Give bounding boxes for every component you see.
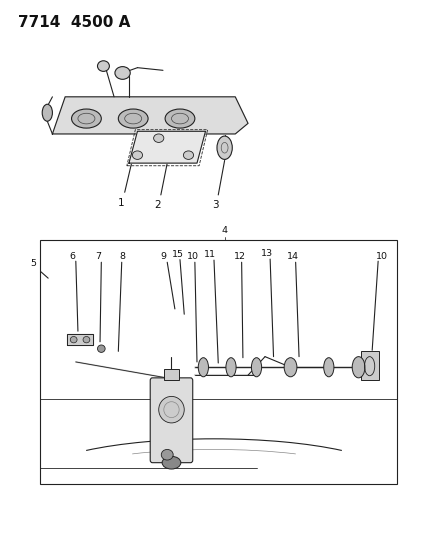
FancyBboxPatch shape: [361, 351, 378, 381]
Text: 1: 1: [118, 198, 125, 207]
Text: 11: 11: [204, 251, 216, 260]
Ellipse shape: [198, 358, 208, 377]
Text: 4: 4: [222, 225, 228, 235]
Text: 6: 6: [70, 253, 76, 262]
Text: 7714  4500 A: 7714 4500 A: [18, 14, 131, 30]
Ellipse shape: [71, 109, 101, 128]
Ellipse shape: [70, 336, 77, 343]
Ellipse shape: [98, 61, 110, 71]
Ellipse shape: [226, 358, 236, 377]
Text: 13: 13: [261, 249, 273, 259]
Ellipse shape: [162, 456, 181, 469]
Text: 14: 14: [287, 253, 299, 262]
Text: 10: 10: [187, 253, 199, 262]
Ellipse shape: [118, 109, 148, 128]
Ellipse shape: [217, 136, 232, 159]
Text: 9: 9: [161, 253, 167, 262]
Ellipse shape: [42, 104, 52, 121]
Polygon shape: [52, 97, 248, 134]
Ellipse shape: [251, 358, 262, 377]
Ellipse shape: [98, 345, 105, 352]
Ellipse shape: [284, 358, 297, 377]
Ellipse shape: [159, 397, 184, 423]
Ellipse shape: [324, 358, 334, 377]
Ellipse shape: [83, 336, 90, 343]
Text: 12: 12: [235, 253, 247, 262]
FancyBboxPatch shape: [164, 369, 179, 381]
Ellipse shape: [352, 357, 365, 378]
Text: 2: 2: [155, 200, 161, 209]
Text: 3: 3: [212, 200, 219, 210]
Ellipse shape: [161, 449, 173, 460]
Polygon shape: [67, 334, 93, 345]
Polygon shape: [129, 131, 205, 163]
Ellipse shape: [183, 151, 193, 159]
Ellipse shape: [165, 109, 195, 128]
Text: 15: 15: [172, 251, 184, 260]
Ellipse shape: [132, 151, 143, 159]
FancyBboxPatch shape: [150, 378, 193, 463]
Text: 7: 7: [95, 253, 101, 262]
Text: 10: 10: [376, 253, 388, 262]
Ellipse shape: [154, 134, 164, 142]
Ellipse shape: [115, 67, 130, 79]
Text: 5: 5: [31, 260, 37, 268]
Text: 8: 8: [119, 253, 125, 262]
